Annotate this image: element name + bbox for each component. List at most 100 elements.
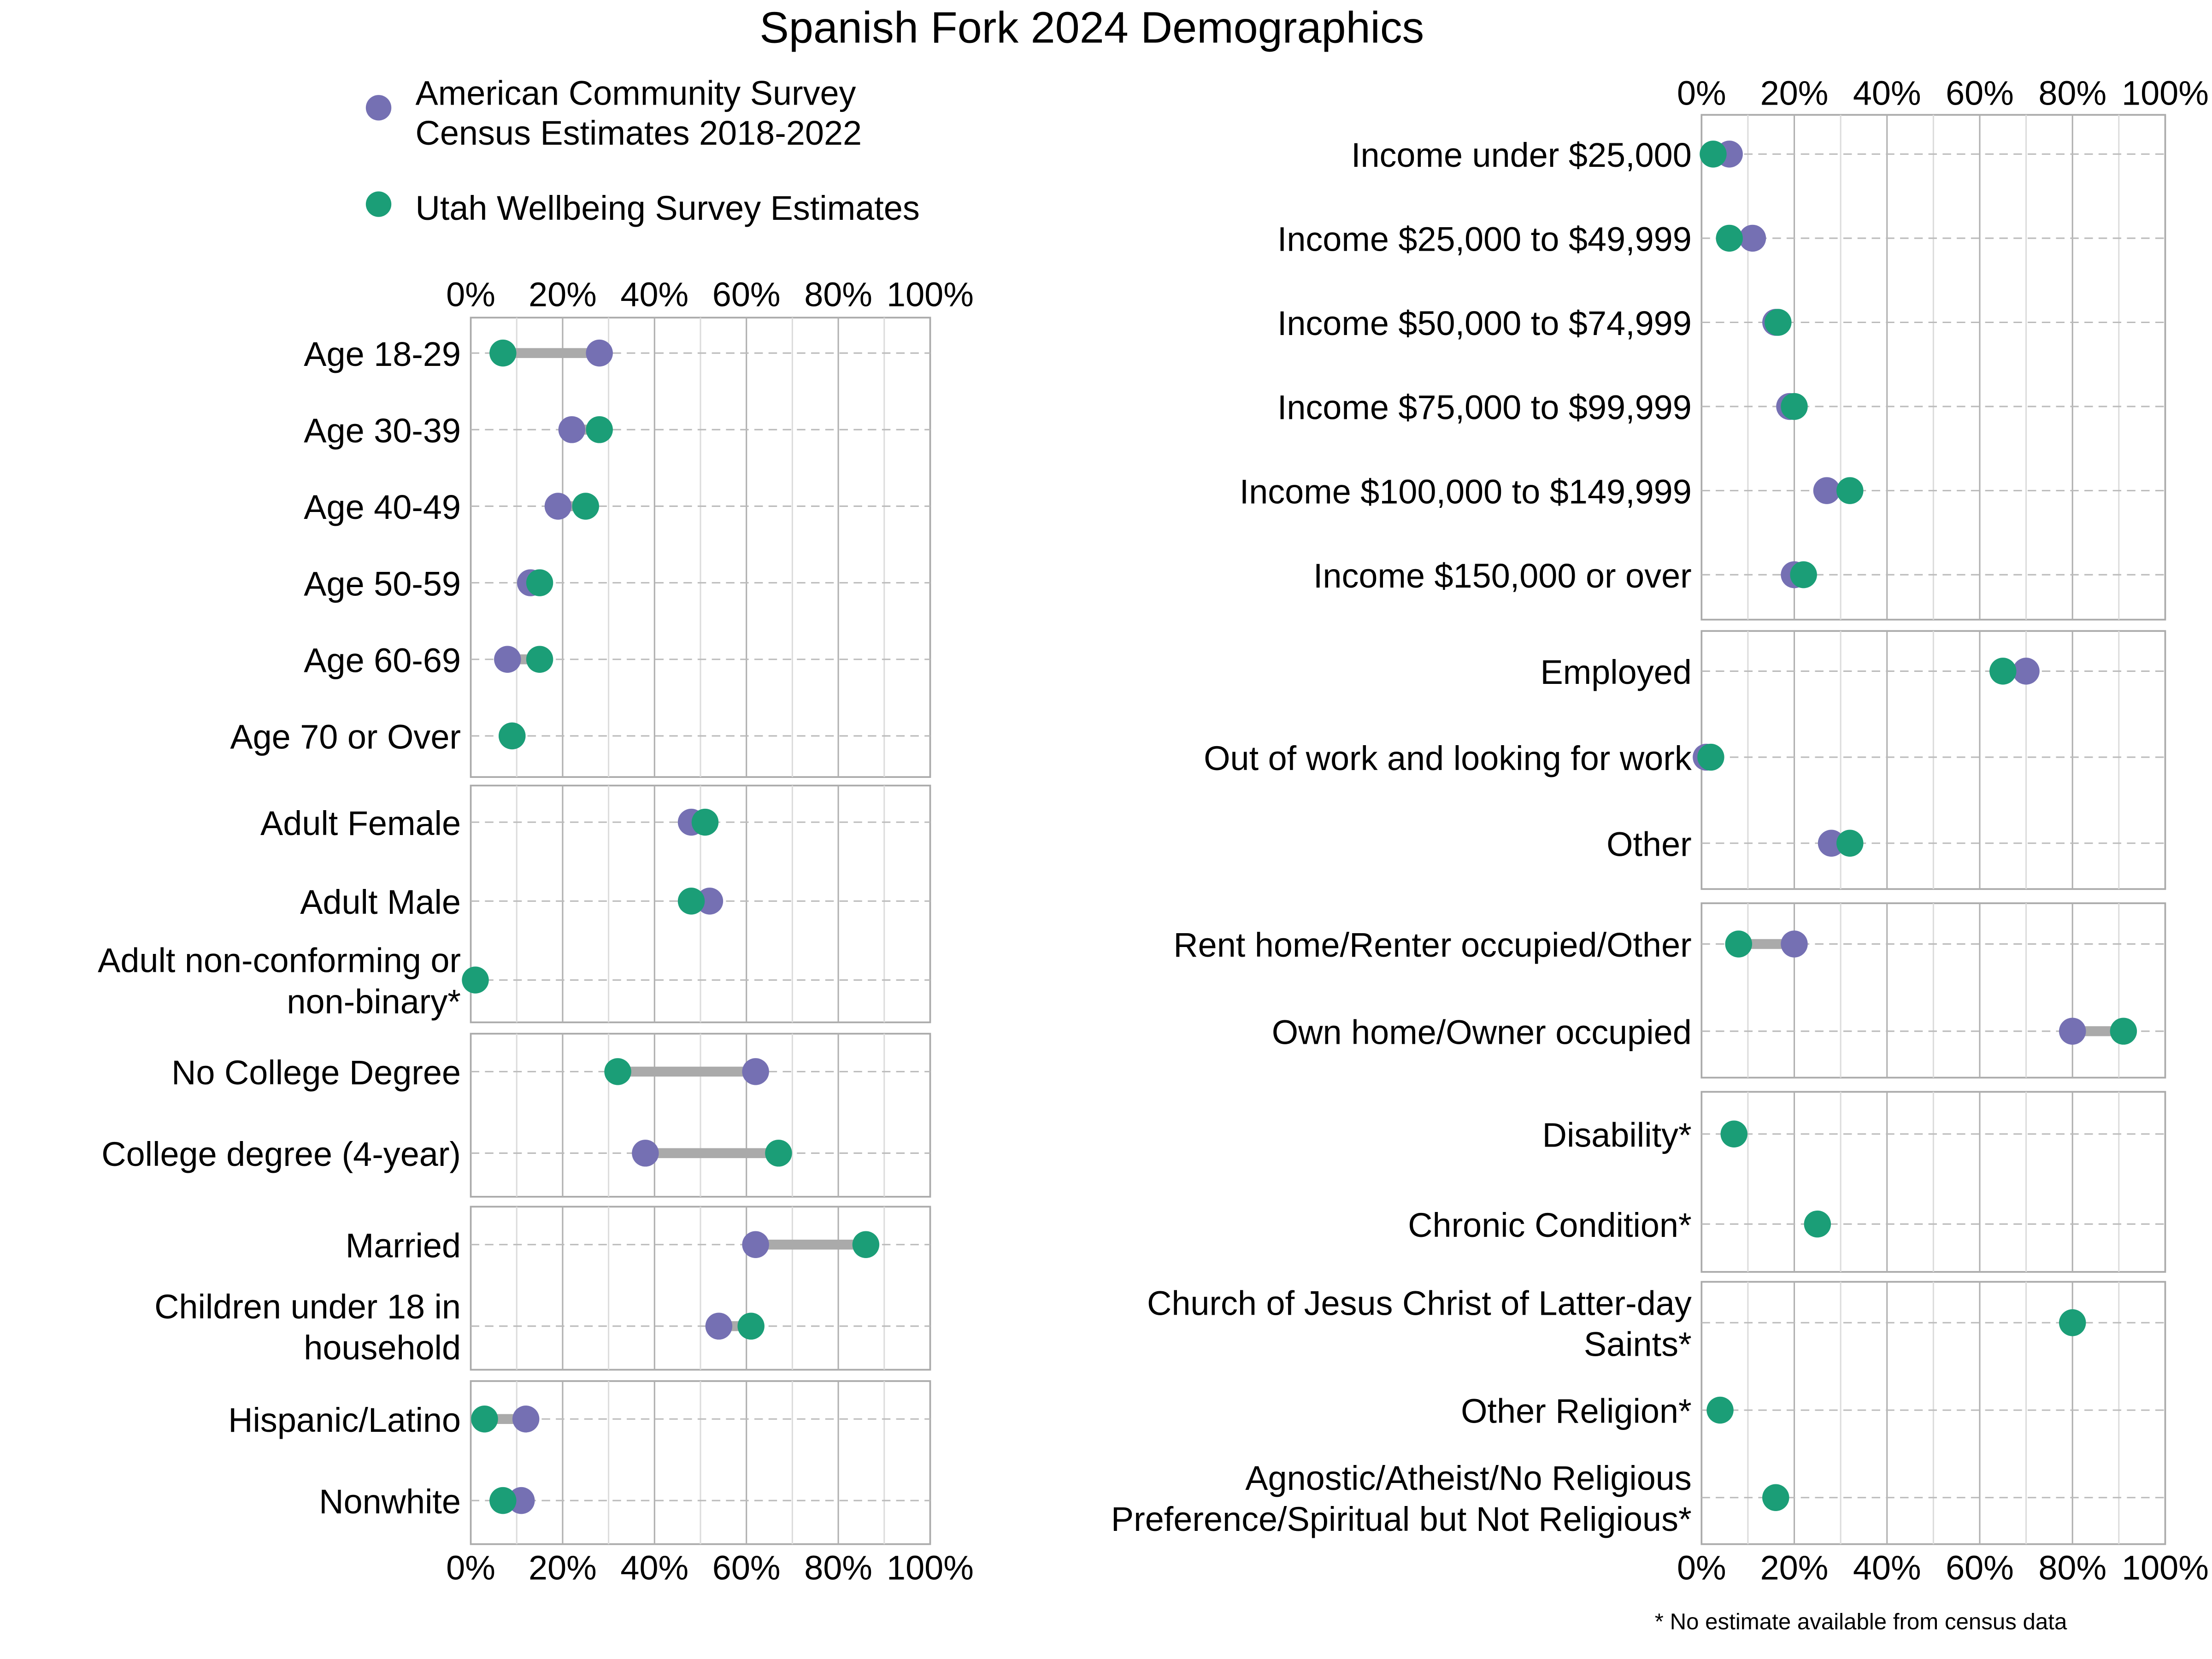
row-label: College degree (4-year)	[101, 1135, 461, 1173]
row-label: Preference/Spiritual but Not Religious*	[1111, 1500, 1692, 1538]
panel: Rent home/Renter occupied/Other Own home/…	[1173, 902, 2166, 1079]
row-label: non-binary*	[287, 982, 461, 1021]
x-tick-label: 100%	[887, 1549, 974, 1587]
panel: Adult Female Adult Male Adult non-conformi…	[98, 784, 931, 1024]
x-tick-label: 80%	[2038, 74, 2106, 112]
point-acs	[1739, 224, 1766, 252]
point-uws	[1762, 1484, 1789, 1511]
row-label: Own home/Owner occupied	[1272, 1013, 1692, 1051]
point-uws	[1790, 561, 1817, 588]
point-acs	[1813, 477, 1841, 504]
point-uws	[2110, 1018, 2137, 1045]
point-uws	[1697, 743, 1724, 771]
x-tick-label: 20%	[1760, 1549, 1829, 1587]
legend-marker-acs	[365, 95, 392, 121]
panel: Employed Out of work and looking for work…	[1204, 630, 2166, 890]
point-uws	[499, 722, 526, 750]
panel: Disability* Chronic Condition*	[1408, 1091, 2166, 1273]
point-uws	[526, 569, 553, 596]
x-tick-label: 100%	[887, 276, 974, 314]
point-uws	[489, 339, 517, 367]
row-label: Agnostic/Atheist/No Religious	[1245, 1459, 1691, 1497]
point-uws	[1836, 830, 1864, 857]
row-label: Other	[1606, 825, 1692, 863]
row-label: Age 50-59	[304, 565, 461, 603]
point-uws	[2059, 1309, 2086, 1336]
x-tick-label: 80%	[804, 1549, 872, 1587]
row-label: Chronic Condition*	[1408, 1206, 1692, 1244]
row-label: Out of work and looking for work	[1204, 739, 1692, 777]
point-acs	[632, 1140, 659, 1167]
plot-area: Age 18-29 Age 30-39 Age 40-49 Age 50-59 Age …	[98, 74, 2209, 1587]
point-uws	[1700, 141, 1727, 168]
x-tick-label: 20%	[1760, 74, 1829, 112]
point-uws	[572, 493, 599, 520]
point-acs	[558, 416, 586, 443]
x-tick-label: 0%	[1677, 1549, 1726, 1587]
panel: Hispanic/Latino Nonwhite	[228, 1380, 931, 1545]
x-tick-label: 20%	[529, 276, 597, 314]
row-label: Church of Jesus Christ of Latter-day	[1147, 1284, 1692, 1322]
point-uws	[852, 1231, 880, 1258]
point-uws	[471, 1406, 498, 1433]
point-acs	[742, 1058, 769, 1085]
x-tick-label: 0%	[446, 1549, 495, 1587]
point-uws	[737, 1312, 765, 1340]
point-acs	[705, 1312, 733, 1340]
point-acs	[586, 339, 613, 367]
row-label: Age 60-69	[304, 641, 461, 679]
row-label: Employed	[1540, 653, 1691, 691]
x-tick-label: 40%	[620, 276, 688, 314]
point-acs	[742, 1231, 769, 1258]
panel: No College Degree College degree (4-year)	[101, 1033, 931, 1198]
point-uws	[1706, 1396, 1734, 1424]
point-uws	[1781, 393, 1808, 420]
x-tick-label: 60%	[712, 1549, 781, 1587]
row-label: Age 30-39	[304, 412, 461, 450]
row-label: Adult Female	[260, 804, 461, 842]
row-label: Income $50,000 to $74,999	[1277, 304, 1692, 342]
x-tick-label: 40%	[1853, 1549, 1921, 1587]
x-tick-label: 60%	[1946, 74, 2014, 112]
row-label: Age 18-29	[304, 335, 461, 373]
point-uws	[677, 888, 705, 915]
x-tick-label: 80%	[2038, 1549, 2106, 1587]
x-tick-label: 100%	[2122, 1549, 2209, 1587]
x-tick-label: 100%	[2122, 74, 2209, 112]
point-uws	[1720, 1120, 1747, 1147]
row-label: Income under $25,000	[1351, 136, 1692, 174]
row-label: No College Degree	[171, 1053, 461, 1092]
row-label: Disability*	[1542, 1116, 1692, 1154]
point-acs	[544, 493, 572, 520]
footnote: * No estimate available from census data	[1655, 1609, 2067, 1634]
row-label: Income $100,000 to $149,999	[1240, 472, 1692, 511]
x-tick-label: 40%	[620, 1549, 688, 1587]
row-label: Income $75,000 to $99,999	[1277, 388, 1692, 427]
panel: Age 18-29 Age 30-39 Age 40-49 Age 50-59 Age …	[230, 317, 931, 778]
row-label: Married	[346, 1226, 461, 1265]
legend-label-acs: American Community Survey	[416, 74, 856, 112]
point-acs	[2059, 1018, 2086, 1045]
row-label: Adult non-conforming or	[98, 941, 461, 980]
panel: Income under $25,000 Income $25,000 to $4…	[1240, 114, 2166, 621]
row-label: household	[304, 1329, 461, 1367]
point-uws	[1989, 658, 2017, 685]
point-uws	[1725, 930, 1753, 958]
x-tick-label: 80%	[804, 276, 872, 314]
row-label: Age 70 or Over	[230, 718, 461, 756]
chart-title: Spanish Fork 2024 Demographics	[759, 3, 1424, 52]
point-uws	[765, 1140, 792, 1167]
point-uws	[462, 966, 489, 994]
row-label: Saints*	[1584, 1325, 1692, 1364]
x-tick-label: 60%	[1946, 1549, 2014, 1587]
row-label: Income $150,000 or over	[1313, 557, 1692, 595]
point-uws	[1804, 1210, 1831, 1238]
x-tick-label: 40%	[1853, 74, 1921, 112]
point-uws	[489, 1487, 517, 1514]
point-acs	[512, 1406, 540, 1433]
point-acs	[494, 646, 521, 673]
point-uws	[1836, 477, 1864, 504]
x-tick-label: 20%	[529, 1549, 597, 1587]
